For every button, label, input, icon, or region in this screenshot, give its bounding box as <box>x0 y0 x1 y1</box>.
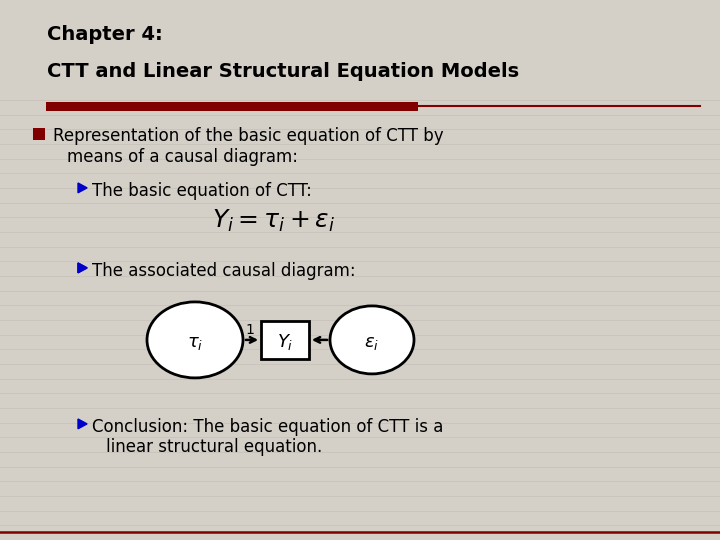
Text: $Y_i = \tau_i + \varepsilon_i$: $Y_i = \tau_i + \varepsilon_i$ <box>212 208 335 234</box>
Text: Chapter 4:: Chapter 4: <box>47 25 163 44</box>
Text: $\varepsilon_i$: $\varepsilon_i$ <box>364 334 379 352</box>
Polygon shape <box>78 419 87 429</box>
Text: The associated causal diagram:: The associated causal diagram: <box>92 262 356 280</box>
Bar <box>46 102 418 111</box>
Polygon shape <box>78 183 87 193</box>
Text: Conclusion: The basic equation of CTT is a: Conclusion: The basic equation of CTT is… <box>92 418 444 436</box>
Text: CTT and Linear Structural Equation Models: CTT and Linear Structural Equation Model… <box>47 62 519 81</box>
Text: means of a causal diagram:: means of a causal diagram: <box>67 148 298 166</box>
Text: linear structural equation.: linear structural equation. <box>106 438 323 456</box>
Bar <box>33 128 45 140</box>
Text: Representation of the basic equation of CTT by: Representation of the basic equation of … <box>53 127 444 145</box>
Text: The basic equation of CTT:: The basic equation of CTT: <box>92 182 312 200</box>
Text: 1: 1 <box>246 323 254 337</box>
Ellipse shape <box>147 302 243 378</box>
Text: $\tau_i$: $\tau_i$ <box>187 334 203 352</box>
Ellipse shape <box>330 306 414 374</box>
Text: $Y_i$: $Y_i$ <box>276 332 293 352</box>
Bar <box>261 321 309 359</box>
Polygon shape <box>78 263 87 273</box>
Polygon shape <box>78 263 87 273</box>
